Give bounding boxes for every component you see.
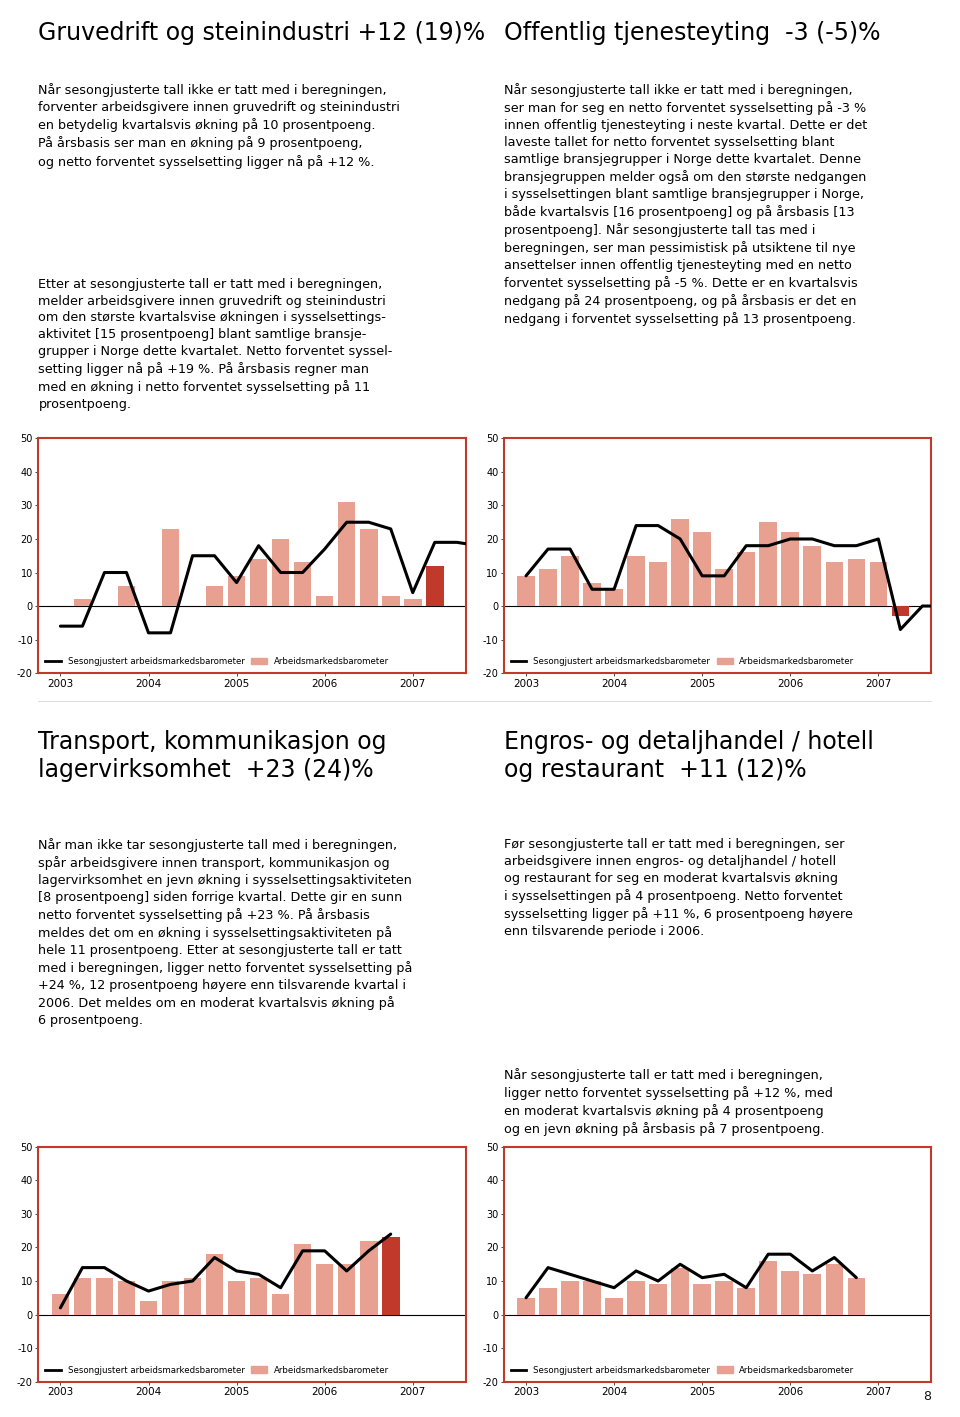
Bar	[627, 555, 645, 606]
Bar	[140, 1301, 157, 1315]
Bar	[205, 585, 224, 606]
Bar	[606, 1298, 623, 1315]
Bar	[161, 529, 180, 606]
Bar	[540, 570, 557, 606]
Bar	[562, 1281, 579, 1315]
Bar	[338, 1264, 355, 1315]
Bar	[228, 1281, 246, 1315]
Text: Når man ikke tar sesongjusterte tall med i beregningen,
spår arbeidsgivere innen: Når man ikke tar sesongjusterte tall med…	[38, 837, 413, 1027]
Bar	[715, 1281, 733, 1315]
Bar	[382, 597, 399, 606]
Bar	[826, 563, 843, 606]
Bar	[671, 1268, 689, 1315]
Bar	[649, 1284, 667, 1315]
Bar	[161, 1281, 180, 1315]
Bar	[74, 1278, 91, 1315]
Bar	[294, 1244, 311, 1315]
Bar	[382, 1237, 399, 1315]
Bar	[316, 597, 333, 606]
Bar	[228, 575, 246, 606]
Bar	[183, 1278, 202, 1315]
Bar	[804, 546, 821, 606]
Bar	[737, 553, 755, 606]
Bar	[759, 1261, 777, 1315]
Bar	[250, 560, 268, 606]
Bar	[759, 523, 777, 606]
Bar	[671, 519, 689, 606]
Bar	[737, 1288, 755, 1315]
Bar	[338, 502, 355, 606]
Bar	[294, 563, 311, 606]
Text: Etter at sesongjusterte tall er tatt med i beregningen,
melder arbeidsgivere inn: Etter at sesongjusterte tall er tatt med…	[38, 278, 393, 411]
Bar	[781, 533, 799, 606]
Bar	[870, 563, 887, 606]
Legend: Sesongjustert arbeidsmarkedsbarometer, Arbeidsmarkedsbarometer: Sesongjustert arbeidsmarkedsbarometer, A…	[42, 655, 392, 669]
Bar	[272, 1294, 289, 1315]
Bar	[52, 1294, 69, 1315]
Bar	[848, 560, 865, 606]
Text: Når sesongjusterte tall er tatt med i beregningen,
ligger netto forventet syssel: Når sesongjusterte tall er tatt med i be…	[504, 1067, 833, 1136]
Bar	[606, 589, 623, 606]
Bar	[693, 1284, 711, 1315]
Bar	[250, 1278, 268, 1315]
Bar	[517, 575, 535, 606]
Text: Transport, kommunikasjon og
lagervirksomhet  +23 (24)%: Transport, kommunikasjon og lagervirksom…	[38, 730, 387, 782]
Bar	[316, 1264, 333, 1315]
Bar	[74, 599, 91, 606]
Legend: Sesongjustert arbeidsmarkedsbarometer, Arbeidsmarkedsbarometer: Sesongjustert arbeidsmarkedsbarometer, A…	[508, 1363, 857, 1377]
Bar	[96, 1278, 113, 1315]
Text: 8: 8	[924, 1390, 931, 1403]
Bar	[781, 1271, 799, 1315]
Bar	[517, 1298, 535, 1315]
Bar	[826, 1264, 843, 1315]
Text: Engros- og detaljhandel / hotell
og restaurant  +11 (12)%: Engros- og detaljhandel / hotell og rest…	[504, 730, 874, 782]
Bar	[627, 1281, 645, 1315]
Bar	[118, 1281, 135, 1315]
Bar	[272, 538, 289, 606]
Legend: Sesongjustert arbeidsmarkedsbarometer, Arbeidsmarkedsbarometer: Sesongjustert arbeidsmarkedsbarometer, A…	[508, 655, 857, 669]
Text: Før sesongjusterte tall er tatt med i beregningen, ser
arbeidsgivere innen engro: Før sesongjusterte tall er tatt med i be…	[504, 837, 852, 938]
Bar	[848, 1278, 865, 1315]
Bar	[360, 529, 377, 606]
Bar	[804, 1274, 821, 1315]
Bar	[426, 565, 444, 606]
Bar	[649, 563, 667, 606]
Bar	[584, 582, 601, 606]
Bar	[404, 599, 421, 606]
Bar	[715, 570, 733, 606]
Legend: Sesongjustert arbeidsmarkedsbarometer, Arbeidsmarkedsbarometer: Sesongjustert arbeidsmarkedsbarometer, A…	[42, 1363, 392, 1377]
Bar	[584, 1281, 601, 1315]
Text: Gruvedrift og steinindustri +12 (19)%: Gruvedrift og steinindustri +12 (19)%	[38, 21, 486, 45]
Text: Når sesongjusterte tall ikke er tatt med i beregningen,
ser man for seg en netto: Når sesongjusterte tall ikke er tatt med…	[504, 84, 867, 326]
Bar	[205, 1254, 224, 1315]
Text: Når sesongjusterte tall ikke er tatt med i beregningen,
forventer arbeidsgivere : Når sesongjusterte tall ikke er tatt med…	[38, 84, 400, 169]
Text: Offentlig tjenesteyting  -3 (-5)%: Offentlig tjenesteyting -3 (-5)%	[504, 21, 880, 45]
Bar	[118, 585, 135, 606]
Bar	[562, 555, 579, 606]
Bar	[360, 1241, 377, 1315]
Bar	[540, 1288, 557, 1315]
Bar	[693, 533, 711, 606]
Bar	[892, 606, 909, 616]
